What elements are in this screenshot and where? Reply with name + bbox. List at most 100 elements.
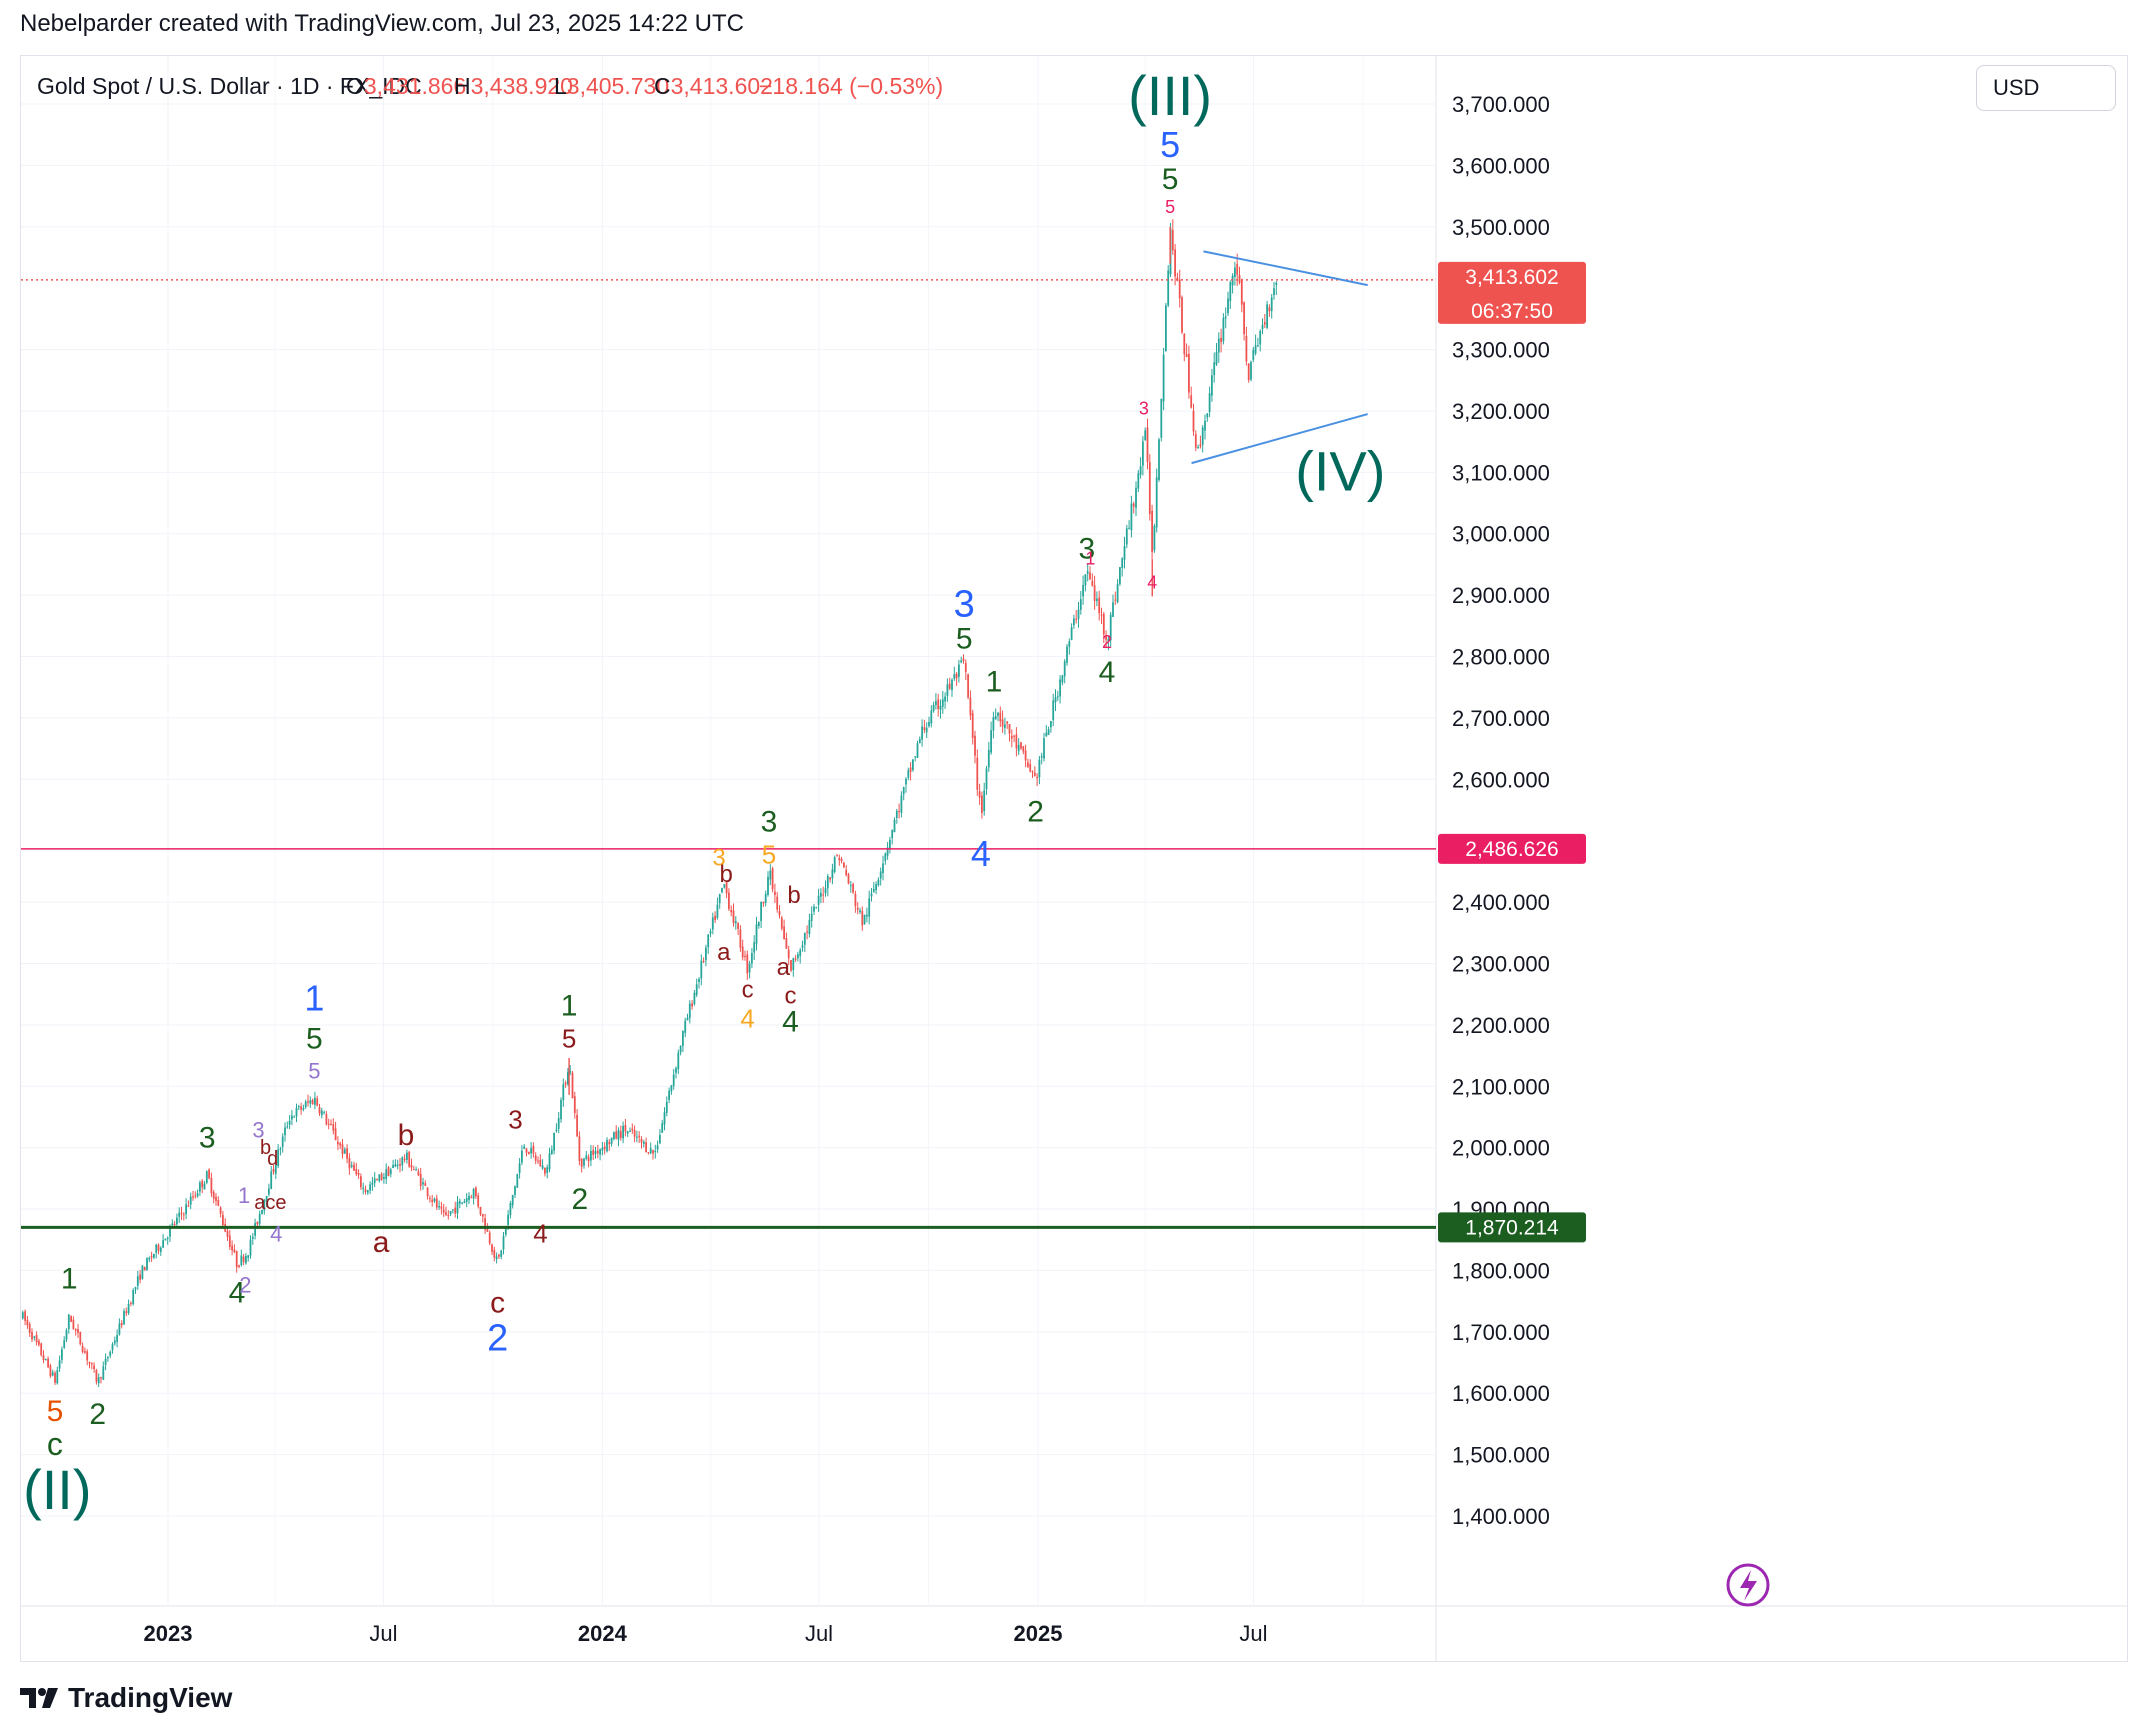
candle-body [748, 963, 751, 973]
wave-label: 5 [47, 1395, 64, 1428]
wave-label: 5 [308, 1059, 320, 1084]
candle-body [238, 1265, 240, 1267]
candle-body [675, 1068, 677, 1073]
candle-body [776, 896, 779, 910]
price-tick-label: 3,200.000 [1452, 399, 1550, 424]
candle-body [1243, 302, 1246, 335]
candle-body [376, 1178, 378, 1180]
candle-body [679, 1046, 682, 1053]
candle-body [585, 1155, 588, 1159]
candle-body [718, 894, 721, 904]
candle-body [1158, 439, 1160, 481]
candle-body [302, 1108, 305, 1110]
legend-symbol[interactable]: Gold Spot / U.S. Dollar · 1D · FX_IDC [37, 73, 422, 99]
candle-body [884, 853, 887, 861]
candle-body [1217, 338, 1220, 353]
candle-body [1089, 572, 1091, 580]
candle-body [799, 949, 802, 957]
candle-body [737, 922, 740, 929]
candle-body [854, 893, 857, 907]
candle-body [385, 1169, 388, 1180]
candle-body [1240, 280, 1243, 305]
candle-body [764, 893, 767, 903]
wave-label: 4 [1099, 656, 1116, 689]
candle-body [194, 1195, 197, 1197]
candle-body [330, 1124, 332, 1126]
candle-body [226, 1230, 229, 1237]
candle-body [502, 1236, 505, 1250]
candle-body [990, 730, 993, 753]
candle-body [578, 1136, 581, 1161]
candle-body [180, 1212, 183, 1214]
candle-body [838, 857, 841, 861]
candle-body [636, 1136, 638, 1138]
candle-body [1036, 777, 1039, 779]
candle-body [877, 879, 880, 886]
candle-body [111, 1344, 114, 1351]
candle-body [422, 1182, 424, 1185]
wave-label: b [720, 861, 733, 888]
candle-body [1238, 275, 1241, 283]
candle-body [348, 1157, 351, 1169]
candle-body [534, 1155, 537, 1161]
candle-body [962, 658, 965, 661]
candlesticks [21, 219, 1278, 1388]
candle-body [617, 1130, 620, 1140]
candle-body [935, 701, 937, 705]
candle-body [861, 911, 864, 926]
chart-panel[interactable]: 1 5 c (II) 2 3 4 2 1 3 b d ace 4 5 5 1 b a c 2 3 4 5 1 2 3 b a c 4 5 3 b a… [20, 55, 2128, 1662]
pink-level-tag: 2,486.626 [1465, 838, 1558, 861]
candle-body [1070, 627, 1073, 640]
candle-body [645, 1142, 648, 1153]
candle-body [1123, 546, 1126, 560]
candle-body [753, 942, 756, 953]
candle-body [1091, 580, 1094, 586]
candle-body [235, 1251, 238, 1268]
last-price-tag-bg [1438, 261, 1586, 324]
green-level-tag: 1,870.214 [1465, 1216, 1559, 1239]
candle-body [622, 1125, 625, 1139]
candle-body [31, 1332, 33, 1340]
flash-icon[interactable] [1726, 1563, 1770, 1607]
wave-label: c [742, 977, 754, 1004]
candle-body [162, 1240, 165, 1248]
candle-body [1204, 420, 1206, 431]
tradingview-logo[interactable]: TradingView [20, 1682, 232, 1714]
wave-label: 3 [199, 1121, 216, 1154]
price-chart[interactable]: 15c(II)234213bdace4551bac2345123bac453ba… [21, 56, 2127, 1661]
candle-body [1188, 353, 1190, 393]
candle-body [1112, 602, 1114, 617]
wave-label: 4 [533, 1219, 547, 1249]
candle-body [516, 1174, 519, 1188]
candle-body [56, 1369, 59, 1384]
wave-label: 3 [508, 1105, 522, 1135]
candle-body [84, 1351, 86, 1353]
candle-body [1137, 473, 1140, 489]
elliott-wave-labels: 15c(II)234213bdace4551bac2345123bac453ba… [23, 64, 1385, 1521]
candle-body [396, 1164, 399, 1166]
candle-body [548, 1153, 551, 1170]
candle-body [705, 947, 707, 961]
candle-body [433, 1198, 436, 1202]
candle-body [403, 1158, 406, 1160]
candle-body [383, 1177, 385, 1179]
candle-body [882, 863, 884, 874]
candle-body [1109, 614, 1112, 641]
candle-body [424, 1183, 427, 1186]
candle-body [470, 1197, 473, 1199]
candle-body [465, 1198, 468, 1202]
wave-label: b [398, 1119, 415, 1152]
candle-body [166, 1237, 169, 1240]
candle-body [562, 1084, 565, 1101]
candle-body [856, 907, 859, 910]
candle-body [157, 1244, 160, 1251]
candle-body [670, 1085, 673, 1092]
candle-body [958, 664, 960, 677]
candle-body [550, 1149, 553, 1155]
candle-body [647, 1152, 650, 1154]
price-tick-label: 2,700.000 [1452, 706, 1550, 731]
currency-button[interactable]: USD [1976, 65, 2116, 111]
candle-body [695, 984, 698, 995]
time-axis: 2023 Jul 2024 Jul 2025 Jul [144, 1621, 1268, 1646]
candle-body [1245, 335, 1248, 362]
